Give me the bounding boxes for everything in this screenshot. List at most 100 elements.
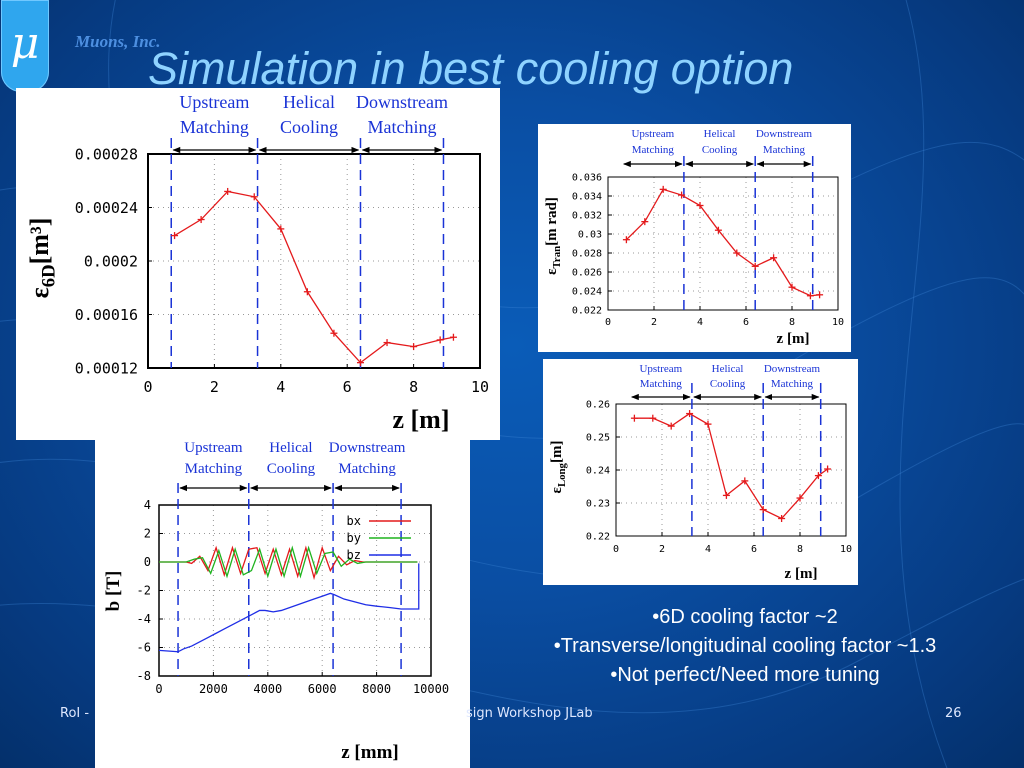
data-point bbox=[778, 515, 786, 523]
data-point bbox=[277, 225, 285, 233]
y-tick-label: -8 bbox=[137, 669, 151, 683]
data-point bbox=[704, 420, 712, 428]
region-label: Downstream bbox=[756, 128, 813, 140]
y-tick-label: 0.23 bbox=[586, 499, 610, 510]
x-tick-label: 10 bbox=[832, 317, 844, 328]
series-line bbox=[634, 412, 828, 520]
bullet-item: •Transverse/longitudinal cooling factor … bbox=[553, 635, 937, 657]
y-tick-label: 0.024 bbox=[572, 287, 602, 298]
region-label: Helical bbox=[712, 363, 744, 375]
y-tick-label: 0.24 bbox=[586, 466, 610, 477]
y-tick-label: 2 bbox=[144, 527, 151, 541]
data-point bbox=[303, 288, 311, 296]
region-label: Matching bbox=[632, 144, 675, 156]
data-point bbox=[171, 232, 179, 240]
data-point bbox=[197, 216, 205, 224]
data-point bbox=[630, 414, 638, 422]
data-point bbox=[436, 336, 444, 344]
data-point bbox=[714, 226, 722, 234]
y-tick-label: 4 bbox=[144, 498, 151, 512]
x-tick-label: 2000 bbox=[199, 682, 228, 696]
y-tick-label: 0.00012 bbox=[75, 359, 138, 377]
data-point bbox=[796, 494, 804, 502]
x-tick-label: 6000 bbox=[308, 682, 337, 696]
data-point bbox=[356, 359, 364, 367]
x-tick-label: 2 bbox=[659, 544, 665, 555]
series-line-by bbox=[159, 545, 418, 579]
x-tick-label: 4 bbox=[705, 544, 711, 555]
x-tick-label: 6 bbox=[343, 378, 352, 396]
summary-bullets: •6D cooling factor ~2 •Transverse/longit… bbox=[485, 603, 1005, 690]
region-label: Upstream bbox=[179, 92, 249, 112]
region-label: Cooling bbox=[280, 117, 338, 137]
legend-label: bx bbox=[347, 514, 361, 528]
x-tick-label: 6 bbox=[743, 317, 749, 328]
data-point bbox=[649, 414, 657, 422]
x-tick-label: 6 bbox=[751, 544, 757, 555]
region-label: Downstream bbox=[764, 363, 821, 375]
data-point bbox=[449, 333, 457, 341]
x-tick-label: 8 bbox=[797, 544, 803, 555]
region-label: Cooling bbox=[702, 144, 738, 156]
x-tick-label: 8 bbox=[409, 378, 418, 396]
y-tick-label: 0.25 bbox=[586, 433, 610, 444]
company-name: Muons, Inc. bbox=[75, 32, 161, 51]
data-point bbox=[686, 410, 694, 418]
y-tick-label: 0.26 bbox=[586, 400, 610, 411]
y-tick-label: 0.034 bbox=[572, 192, 602, 203]
x-axis-label: z [mm] bbox=[341, 742, 399, 763]
data-point bbox=[696, 202, 704, 209]
data-point bbox=[741, 477, 749, 485]
region-label: Matching bbox=[640, 378, 683, 390]
y-tick-label: 0.00024 bbox=[75, 199, 138, 217]
x-tick-label: 4000 bbox=[253, 682, 282, 696]
x-tick-label: 10 bbox=[840, 544, 852, 555]
y-tick-label: 0 bbox=[144, 555, 151, 569]
x-axis-label: z [m] bbox=[392, 405, 449, 434]
y-tick-label: 0.022 bbox=[572, 306, 602, 317]
data-point bbox=[330, 329, 338, 337]
slide-title: Simulation in best cooling option bbox=[148, 43, 794, 94]
y-axis-label: b [T] bbox=[103, 571, 124, 612]
y-tick-label: 0.0002 bbox=[84, 252, 138, 270]
chart-emittance-transverse: 0 2 4 6 8 10 0.022 0.024 0.026 0.028 0.03 0.032 0.03… bbox=[538, 124, 851, 352]
data-point bbox=[410, 343, 418, 351]
y-tick-label: 0.22 bbox=[586, 532, 610, 543]
y-tick-label: 0.026 bbox=[572, 268, 602, 279]
y-tick-label: 0.036 bbox=[572, 173, 602, 184]
data-point bbox=[814, 472, 822, 480]
region-label: Downstream bbox=[356, 92, 448, 112]
data-point bbox=[659, 185, 667, 193]
footer-left-text: RoI - bbox=[60, 706, 90, 721]
region-label: Matching bbox=[180, 117, 249, 137]
x-tick-label: 4 bbox=[697, 317, 703, 328]
logo-glyph: μ bbox=[10, 18, 40, 69]
region-label: Cooling bbox=[267, 461, 316, 477]
y-tick-label: -4 bbox=[137, 612, 151, 626]
legend-label: by bbox=[347, 531, 361, 545]
y-axis-label: εTran[m rad] bbox=[544, 197, 563, 275]
data-point bbox=[751, 262, 759, 270]
data-point bbox=[824, 465, 832, 473]
x-tick-label: 0 bbox=[143, 378, 152, 396]
data-point bbox=[622, 236, 630, 244]
chart-emittance-6d: 0 2 4 6 8 10 0.00012 0.00016 0.0002 0.00024 0.0002… bbox=[16, 88, 500, 440]
data-point bbox=[667, 422, 675, 430]
data-point bbox=[816, 291, 824, 299]
y-tick-label: 0.032 bbox=[572, 211, 602, 222]
x-tick-label: 8000 bbox=[362, 682, 391, 696]
chart-svg: 0 2 4 6 8 10 0.00012 0.00016 0.0002 0.00024 0.0002… bbox=[25, 92, 489, 434]
chart-svg: 0 2 4 6 8 10 0.022 0.024 0.026 0.028 0.03 0.032 0.03… bbox=[544, 128, 844, 347]
data-point bbox=[770, 254, 778, 262]
series-line bbox=[625, 188, 820, 297]
chart-svg: 0 2000 4000 6000 8000 10000 -8 -6 -4 -2 0 2 4 Upstrea… bbox=[103, 440, 449, 763]
data-point bbox=[806, 292, 814, 300]
legend-label: bz bbox=[347, 548, 361, 562]
y-tick-label: 0.00016 bbox=[75, 306, 138, 324]
y-tick-label: 0.028 bbox=[572, 249, 602, 260]
data-point bbox=[788, 283, 796, 291]
series-line bbox=[174, 190, 454, 364]
x-axis-label: z [m] bbox=[785, 566, 818, 582]
region-label: Upstream bbox=[184, 440, 243, 456]
x-tick-label: 0 bbox=[605, 317, 611, 328]
